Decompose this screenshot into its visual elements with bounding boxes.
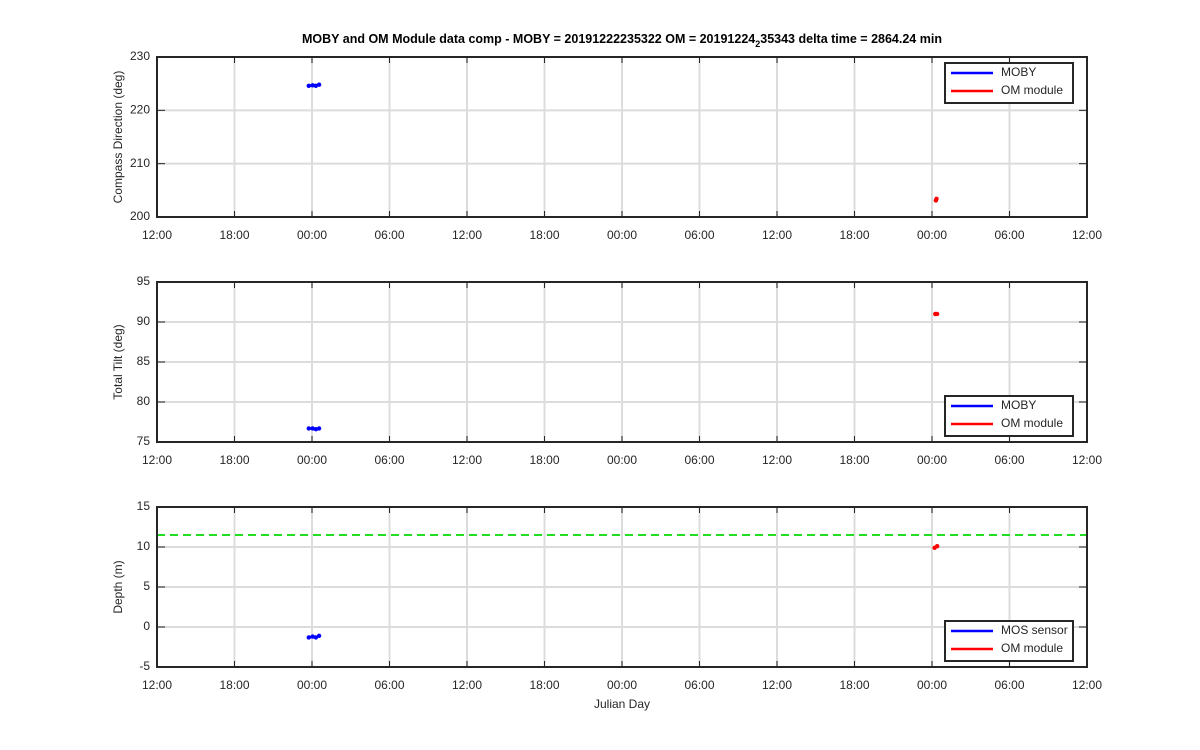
data-point [316, 82, 322, 87]
x-tick-label: 12:00 [142, 678, 172, 692]
y-axis-label: Total Tilt (deg) [111, 324, 125, 399]
x-tick-label: 18:00 [529, 453, 559, 467]
x-tick-label: 06:00 [994, 678, 1024, 692]
data-point [306, 635, 311, 640]
x-tick-label: 00:00 [297, 228, 327, 242]
x-tick-label: 12:00 [142, 228, 172, 242]
x-tick-label: 06:00 [374, 453, 404, 467]
y-tick-label: 210 [130, 156, 150, 170]
y-tick-label: 10 [137, 539, 151, 553]
x-tick-label: 00:00 [917, 453, 947, 467]
legend-label: OM module [1001, 416, 1063, 430]
x-tick-label: 00:00 [607, 678, 637, 692]
x-axis-label: Julian Day [594, 697, 650, 711]
x-tick-label: 06:00 [374, 678, 404, 692]
x-tick-label: 12:00 [142, 453, 172, 467]
data-point [306, 83, 311, 89]
x-tick-label: 12:00 [452, 453, 482, 467]
y-tick-label: 230 [130, 49, 150, 63]
legend: MOS sensor OM module [944, 620, 1074, 662]
x-tick-label: 12:00 [762, 453, 792, 467]
y-tick-label: -5 [139, 659, 150, 673]
legend-box [944, 395, 1074, 437]
x-tick-label: 12:00 [1072, 453, 1102, 467]
y-axis-label: Depth (m) [111, 560, 125, 613]
x-tick-label: 12:00 [452, 678, 482, 692]
x-tick-label: 06:00 [684, 453, 714, 467]
data-point [316, 426, 322, 431]
x-tick-label: 00:00 [917, 678, 947, 692]
title-part: MOBY and OM Module data comp - MOBY = 20… [302, 32, 755, 46]
x-tick-label: 12:00 [452, 228, 482, 242]
y-tick-label: 5 [143, 579, 150, 593]
x-tick-label: 06:00 [994, 228, 1024, 242]
y-tick-label: 15 [137, 499, 151, 513]
legend-label: OM module [1001, 641, 1063, 655]
x-tick-label: 12:00 [762, 678, 792, 692]
y-tick-label: 85 [137, 354, 151, 368]
x-tick-label: 18:00 [529, 228, 559, 242]
y-tick-label: 200 [130, 209, 150, 223]
x-tick-label: 18:00 [839, 453, 869, 467]
x-tick-label: 00:00 [607, 228, 637, 242]
legend: MOBY OM module [944, 395, 1074, 437]
x-tick-label: 00:00 [297, 678, 327, 692]
legend-label: MOS sensor [1001, 623, 1068, 637]
axes-box [156, 281, 1088, 443]
axes-box [156, 56, 1088, 218]
y-tick-label: 75 [137, 434, 151, 448]
legend-box [944, 62, 1074, 104]
legend-label: MOBY [1001, 65, 1036, 79]
x-tick-label: 18:00 [219, 678, 249, 692]
y-axis-label: Compass Direction (deg) [111, 71, 125, 204]
x-tick-label: 06:00 [374, 228, 404, 242]
y-tick-label: 90 [137, 314, 151, 328]
legend-label: OM module [1001, 83, 1063, 97]
legend: MOBY OM module [944, 62, 1074, 104]
data-point [306, 426, 311, 431]
legend-label: MOBY [1001, 398, 1036, 412]
x-tick-label: 12:00 [1072, 228, 1102, 242]
legend-box [944, 620, 1074, 662]
x-tick-label: 00:00 [607, 453, 637, 467]
y-tick-label: 80 [137, 394, 151, 408]
x-tick-label: 06:00 [994, 453, 1024, 467]
axes-box [156, 506, 1088, 668]
data-point [316, 633, 322, 638]
data-point [934, 311, 940, 317]
data-point [934, 196, 939, 202]
data-point [934, 544, 940, 549]
chart-title: MOBY and OM Module data comp - MOBY = 20… [302, 32, 942, 49]
x-tick-label: 18:00 [219, 228, 249, 242]
x-tick-label: 18:00 [219, 453, 249, 467]
x-tick-label: 06:00 [684, 678, 714, 692]
y-tick-label: 220 [130, 103, 150, 117]
x-tick-label: 12:00 [1072, 678, 1102, 692]
data-point [310, 83, 315, 88]
title-part: 35343 delta time = 2864.24 min [760, 32, 942, 46]
y-tick-label: 95 [137, 274, 151, 288]
x-tick-label: 06:00 [684, 228, 714, 242]
x-tick-label: 00:00 [917, 228, 947, 242]
x-tick-label: 12:00 [762, 228, 792, 242]
x-tick-label: 18:00 [839, 678, 869, 692]
x-tick-label: 18:00 [839, 228, 869, 242]
x-tick-label: 00:00 [297, 453, 327, 467]
y-tick-label: 0 [143, 619, 150, 633]
x-tick-label: 18:00 [529, 678, 559, 692]
title-part: 2 [755, 39, 760, 49]
